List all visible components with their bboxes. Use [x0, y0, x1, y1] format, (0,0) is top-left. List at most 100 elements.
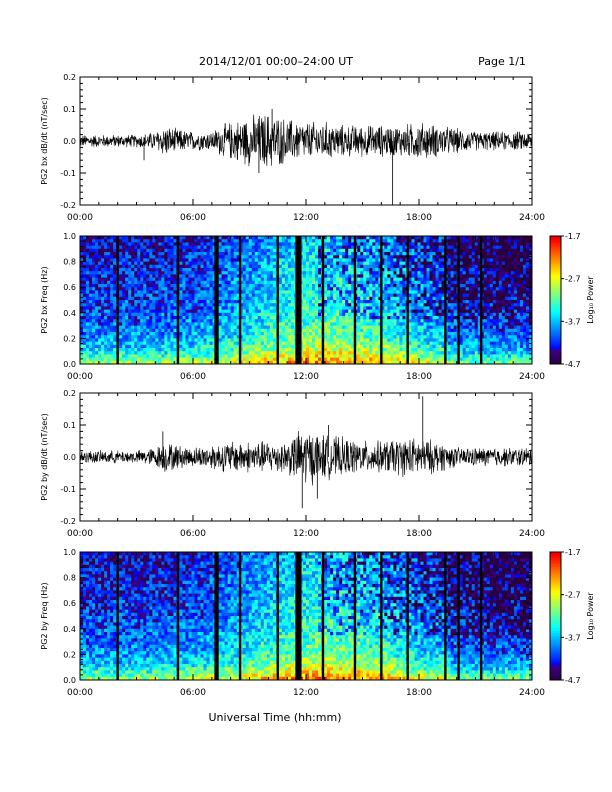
bx-spec-cell [387, 316, 391, 320]
bx-spec-cell [287, 268, 292, 272]
bx-spec-cell [375, 236, 379, 240]
bx-spec-cell [113, 338, 117, 342]
bx-spec-cell [312, 306, 316, 310]
bx-spec-cell [411, 277, 415, 282]
bx-spec-cell [101, 239, 105, 243]
bx-spec-cell [134, 344, 138, 349]
bx-spec-cell [393, 328, 397, 333]
bx-spec-cell [369, 344, 373, 349]
bx-spec-cell [302, 312, 307, 317]
bx-spec-cell [384, 252, 388, 256]
bx-spec-cell [426, 287, 430, 291]
bx-spec-cell [315, 274, 319, 278]
bx-spec-cell [366, 341, 370, 346]
bx-spec-cell [155, 284, 159, 288]
bx-spec-cell [327, 287, 331, 291]
bx-spec-cell [435, 236, 439, 240]
bx-spec-cell [80, 354, 84, 358]
bx-spec-cell [152, 296, 156, 301]
bx-spec-cell [188, 245, 192, 250]
bx-spec-cell [107, 268, 111, 272]
bx-spec-cell [369, 306, 373, 310]
bx-spec-cell [420, 322, 424, 326]
bx-spec-cell [447, 236, 452, 240]
bx-spec-cell [402, 245, 406, 250]
bx-spec-cell [203, 335, 207, 339]
bx-spec-cell [423, 290, 427, 294]
bx-spec-cell [387, 252, 391, 256]
bx-spec-cell [236, 351, 241, 355]
bx-spec-cell [357, 335, 361, 339]
bx-spec-cell [128, 319, 132, 323]
bx-spec-cell [378, 268, 382, 272]
bx-spec-cell [173, 264, 177, 269]
bx-spec-cell [146, 252, 150, 256]
bx-spec-cell [251, 287, 256, 291]
bx-spec-cell [251, 312, 256, 317]
bx-spec-cell [333, 268, 337, 272]
bx-spec-cell [122, 344, 126, 349]
bx-spec-cell [266, 239, 271, 243]
bx-spec-cell [203, 284, 207, 288]
bx-spec-cell [185, 335, 189, 339]
bx-spec-cell [173, 280, 177, 285]
bx-spec-cell [248, 354, 253, 358]
bx-spec-cell [384, 245, 388, 250]
bx-spec-cell [200, 293, 204, 298]
bx-spec-cell [302, 274, 307, 278]
bx-spec-cell [312, 252, 316, 256]
bx-spec-cell [333, 252, 337, 256]
bx-spec-cell [312, 242, 316, 246]
bx-spec-cell [411, 239, 415, 243]
bx-spec-cell [318, 348, 322, 352]
bx-spec-cell [155, 316, 159, 320]
bx-spec-cell [203, 325, 207, 330]
bx-spec-cell [342, 242, 346, 246]
bx-spec-cell [339, 328, 343, 333]
bx-spec-cell [95, 252, 99, 256]
bx-spec-cell [185, 296, 189, 301]
bx-spec-cell [86, 284, 90, 288]
bx-spec-cell [155, 303, 159, 307]
bx-spec-cell [366, 239, 370, 243]
bx-spec-cell [137, 277, 141, 282]
bx-spec-cell [206, 280, 210, 285]
bx-spec-cell [221, 312, 226, 317]
bx-spec-cell [366, 319, 370, 323]
bx-spec-cell [342, 271, 346, 275]
bx-spec-cell [366, 264, 370, 269]
bx-spec-cell [197, 255, 201, 259]
bx-spec-cell [284, 360, 289, 365]
bx-spec-cell [278, 303, 283, 307]
bx-spec-cell [179, 319, 183, 323]
bx-spec-cell [149, 344, 153, 349]
bx-spec-cell [284, 264, 289, 269]
bx-spec-cell [290, 274, 295, 278]
bx-spec-cell [284, 348, 289, 352]
bx-spec-cell [203, 303, 207, 307]
bx-spec-cell [312, 255, 316, 259]
bx-spec-cell [290, 338, 295, 342]
bx-spec-cell [339, 258, 343, 262]
bx-spec-cell [194, 290, 198, 294]
bx-spec-cell [134, 236, 138, 240]
bx-spec-cell [266, 357, 271, 362]
bx-spec-cell [194, 248, 198, 253]
bx-spec-cell [299, 351, 304, 355]
bx-spec-cell [420, 245, 424, 250]
bx-spec-cell [429, 312, 433, 317]
bx-spec-cell [209, 293, 213, 298]
bx-spec-cell [402, 242, 406, 246]
bx-spec-cell [239, 357, 244, 362]
bx-spec-cell [372, 248, 376, 253]
bx-spec-cell [408, 328, 412, 333]
bx-spec-cell [420, 348, 424, 352]
bx-spec-cell [402, 268, 406, 272]
bx-spec-cell [318, 325, 322, 330]
bx-spec-cell [281, 284, 286, 288]
bx-spec-cell [227, 296, 232, 301]
bx-spec-cell [357, 287, 361, 291]
bx-spec-cell [363, 287, 367, 291]
bx-spec-cell [206, 312, 210, 317]
bx-spec-cell [104, 290, 108, 294]
